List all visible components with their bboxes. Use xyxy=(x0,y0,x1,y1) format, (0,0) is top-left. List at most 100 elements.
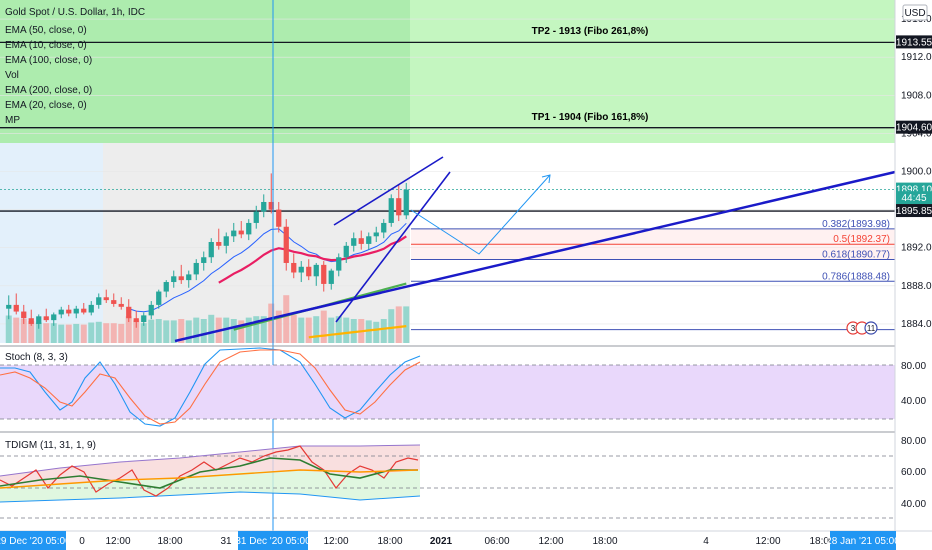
candle-body xyxy=(156,291,162,305)
event-flag-icon[interactable]: 3 11 xyxy=(846,321,878,335)
time-tag-end: 28 Jan '21 05:00 xyxy=(826,531,900,550)
candle-body xyxy=(141,315,147,323)
volume-bar xyxy=(388,309,395,343)
volume-bar xyxy=(73,323,80,343)
stoch-band xyxy=(0,365,895,419)
time-tick-label: 12:00 xyxy=(755,536,780,547)
candle-body xyxy=(373,232,379,237)
indicator-ema-100[interactable]: EMA (100, close, 0) xyxy=(5,55,92,66)
volume-bar xyxy=(365,320,372,343)
tdigm-legend[interactable]: TDIGM (11, 31, 1, 9) xyxy=(5,440,96,451)
volume-bar xyxy=(373,321,380,343)
chart-legend: Gold Spot / U.S. Dollar, 1h, IDC EMA (50… xyxy=(5,7,145,126)
price-tag xyxy=(896,120,932,134)
candle-body xyxy=(28,318,34,324)
volume-bar xyxy=(43,323,50,343)
volume-bar xyxy=(268,303,275,343)
volume-bar xyxy=(208,314,215,343)
indicator-ema-200[interactable]: EMA (200, close, 0) xyxy=(5,85,92,96)
candle-body xyxy=(148,304,154,316)
svg-text:29 Dec '20 05:00: 29 Dec '20 05:00 xyxy=(0,536,71,547)
candle-body xyxy=(291,262,297,273)
volume-bar xyxy=(245,317,252,343)
tdigm-market-base-line xyxy=(0,469,419,489)
time-tick-label: 12:00 xyxy=(105,536,130,547)
volume-bar xyxy=(20,319,27,343)
price-tag xyxy=(896,191,932,205)
volume-bar xyxy=(103,323,110,343)
target-zone-shade xyxy=(0,0,410,143)
candle-body xyxy=(351,238,357,246)
volume-bar xyxy=(395,306,402,343)
stoch-k-line xyxy=(0,347,421,427)
price-tick-label: 1884.00 xyxy=(901,319,932,330)
candle-body xyxy=(253,211,259,223)
candle-body xyxy=(126,306,132,319)
candle-body xyxy=(313,264,319,277)
time-tick-label: 18:00 xyxy=(592,536,617,547)
time-tick-label: 2021 xyxy=(430,536,453,547)
candle-body xyxy=(96,297,102,305)
stoch-legend[interactable]: Stoch (8, 3, 3) xyxy=(5,352,68,363)
time-tick-label: 4 xyxy=(703,536,709,547)
volume-bar xyxy=(238,320,245,343)
fib-level-label: 0.5(1892.37) xyxy=(833,234,890,245)
ema-orange-line xyxy=(308,325,407,339)
candle-body xyxy=(388,198,394,223)
currency-button[interactable] xyxy=(902,4,928,21)
indicator-mp[interactable]: MP xyxy=(5,115,20,126)
volume-bar xyxy=(298,317,305,343)
volume-bar xyxy=(343,317,350,343)
wedge-upper-line[interactable] xyxy=(333,156,444,226)
indicator-vol[interactable]: Vol xyxy=(5,70,19,81)
volume-bar xyxy=(163,320,170,343)
indicator-ema-20[interactable]: EMA (20, close, 0) xyxy=(5,100,87,111)
fibonacci-retracement[interactable]: 0.382(1893.98) 0.5(1892.37) 0.618(1890.77)… xyxy=(411,219,895,331)
svg-text:11: 11 xyxy=(867,324,876,333)
candle-body xyxy=(88,304,94,313)
volume-bar xyxy=(253,316,260,343)
volume-bar xyxy=(140,323,147,343)
tdigm-tick-60: 60.00 xyxy=(901,467,926,478)
volume-bar xyxy=(305,317,312,343)
volume-bar xyxy=(125,316,132,343)
candle-body xyxy=(396,198,402,216)
projection-path[interactable] xyxy=(410,174,551,255)
volume-bar xyxy=(200,319,207,343)
volume-bar xyxy=(80,324,87,343)
tdigm-signal-line xyxy=(0,457,418,489)
candle-body xyxy=(298,266,304,273)
wedge-lower-line[interactable] xyxy=(335,171,451,323)
volume-bar xyxy=(58,324,65,343)
ema-red-line xyxy=(218,235,407,284)
candle-body xyxy=(13,304,19,312)
candle-body xyxy=(208,242,214,258)
svg-text:28 Jan '21 05:00: 28 Jan '21 05:00 xyxy=(826,536,900,547)
time-tag-start: 29 Dec '20 05:00 xyxy=(0,531,71,550)
candle-body xyxy=(201,257,207,263)
volume-bar xyxy=(275,310,282,343)
indicator-ema-10[interactable]: EMA (10, close, 0) xyxy=(5,40,87,51)
price-tick-label: 1912.00 xyxy=(901,52,932,63)
candle-body xyxy=(268,201,274,210)
time-axis[interactable] xyxy=(0,531,932,550)
volume-bar xyxy=(155,319,162,343)
volume-bar xyxy=(403,306,410,343)
candle-body xyxy=(171,276,177,283)
volume-bar xyxy=(110,323,117,343)
tdigm-tick-80: 80.00 xyxy=(901,436,926,447)
price-tick-label: 1908.00 xyxy=(901,90,932,101)
volume-bar xyxy=(65,324,72,343)
time-tick-label: 18:00 xyxy=(809,536,834,547)
volume-bar xyxy=(148,319,155,343)
main-uptrend-line[interactable] xyxy=(174,170,896,343)
volume-bar xyxy=(313,316,320,343)
price-axis[interactable] xyxy=(895,0,932,531)
fib-level-label: 0.382(1893.98) xyxy=(822,219,890,230)
price-tag-label: 1898.10 xyxy=(896,185,932,196)
indicator-ema-50[interactable]: EMA (50, close, 0) xyxy=(5,25,87,36)
tp1-label: TP1 - 1904 (Fibo 161,8%) xyxy=(532,112,649,123)
volume-bar xyxy=(185,320,192,343)
stoch-d-line xyxy=(0,349,421,425)
